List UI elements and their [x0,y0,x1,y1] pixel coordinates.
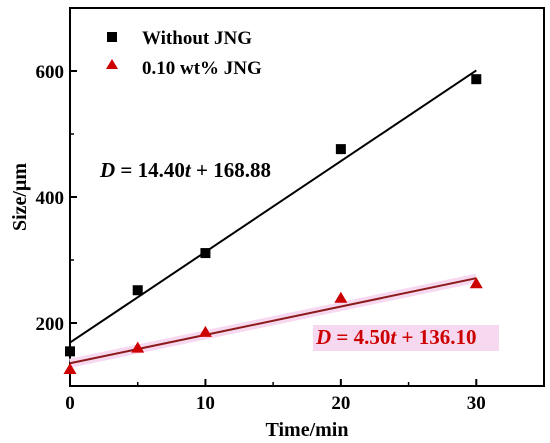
y-tick-label: 600 [36,62,65,83]
fit-equation-1-highlight [313,325,499,351]
fit-equation-1: D = 4.50t + 136.10 [315,325,476,349]
y-axis-title: Size/μm [9,163,31,231]
x-axis-title: Time/min [266,419,349,441]
x-tick-label: 20 [331,393,350,414]
x-tick-label: 30 [467,393,486,414]
data-point-0 [200,248,211,259]
fit-equation-0: D = 14.40t + 168.88 [99,158,271,182]
fit-equation-0-eq: = 14.40 [115,158,185,182]
fit-line-0 [69,69,477,344]
y-tick-label: 400 [36,188,65,209]
data-point-1 [131,341,145,353]
fit-equation-1-rest: + 136.10 [396,325,476,349]
y-tick-label: 200 [36,314,65,335]
fit-equation-0-var: D [99,158,115,182]
fit-equation-1-t: t [390,325,397,349]
data-point-1 [469,277,483,289]
data-point-0 [132,285,143,296]
fit-equation-1-var: D [315,325,331,349]
fit-lines [69,69,478,368]
data-point-0 [471,74,482,85]
data-points [63,74,483,374]
legend-label-0: Without JNG [142,28,252,49]
data-point-1 [198,325,212,337]
x-tick-label: 10 [196,393,215,414]
x-tick-label: 0 [65,393,75,414]
data-point-0 [65,346,75,357]
fit-equation-1-eq: = 4.50 [331,325,390,349]
legend-marker-square [107,32,117,42]
legend: Without JNG 0.10 wt% JNG [106,28,262,79]
axis-ticks: 0 10 20 30 200 400 600 [36,62,486,414]
legend-marker-triangle [106,59,118,69]
data-point-0 [335,144,346,155]
fit-equation-0-t: t [185,158,192,182]
legend-label-1: 0.10 wt% JNG [142,58,262,79]
fit-equation-0-rest: + 168.88 [191,158,271,182]
data-point-1 [63,362,77,374]
data-point-1 [334,291,348,303]
